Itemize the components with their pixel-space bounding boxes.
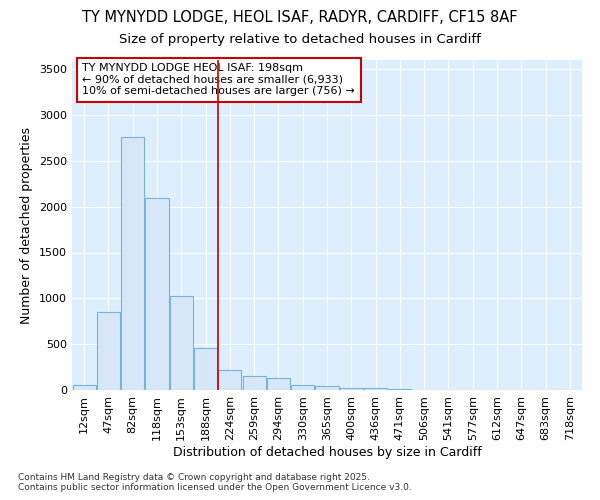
Bar xyxy=(291,384,314,390)
Bar xyxy=(145,198,169,390)
Bar xyxy=(388,389,412,390)
Bar xyxy=(97,312,120,390)
Bar xyxy=(73,385,95,390)
Y-axis label: Number of detached properties: Number of detached properties xyxy=(20,126,34,324)
Bar xyxy=(267,378,290,390)
Bar xyxy=(242,376,266,390)
Text: TY MYNYDD LODGE HEOL ISAF: 198sqm
← 90% of detached houses are smaller (6,933)
1: TY MYNYDD LODGE HEOL ISAF: 198sqm ← 90% … xyxy=(82,64,355,96)
Bar xyxy=(340,388,363,390)
Text: TY MYNYDD LODGE, HEOL ISAF, RADYR, CARDIFF, CF15 8AF: TY MYNYDD LODGE, HEOL ISAF, RADYR, CARDI… xyxy=(82,10,518,25)
Bar xyxy=(316,386,338,390)
Bar xyxy=(121,137,144,390)
Text: Contains HM Land Registry data © Crown copyright and database right 2025.
Contai: Contains HM Land Registry data © Crown c… xyxy=(18,473,412,492)
X-axis label: Distribution of detached houses by size in Cardiff: Distribution of detached houses by size … xyxy=(173,446,481,458)
Bar xyxy=(170,296,193,390)
Text: Size of property relative to detached houses in Cardiff: Size of property relative to detached ho… xyxy=(119,32,481,46)
Bar xyxy=(364,388,387,390)
Bar xyxy=(218,370,241,390)
Bar xyxy=(194,348,217,390)
